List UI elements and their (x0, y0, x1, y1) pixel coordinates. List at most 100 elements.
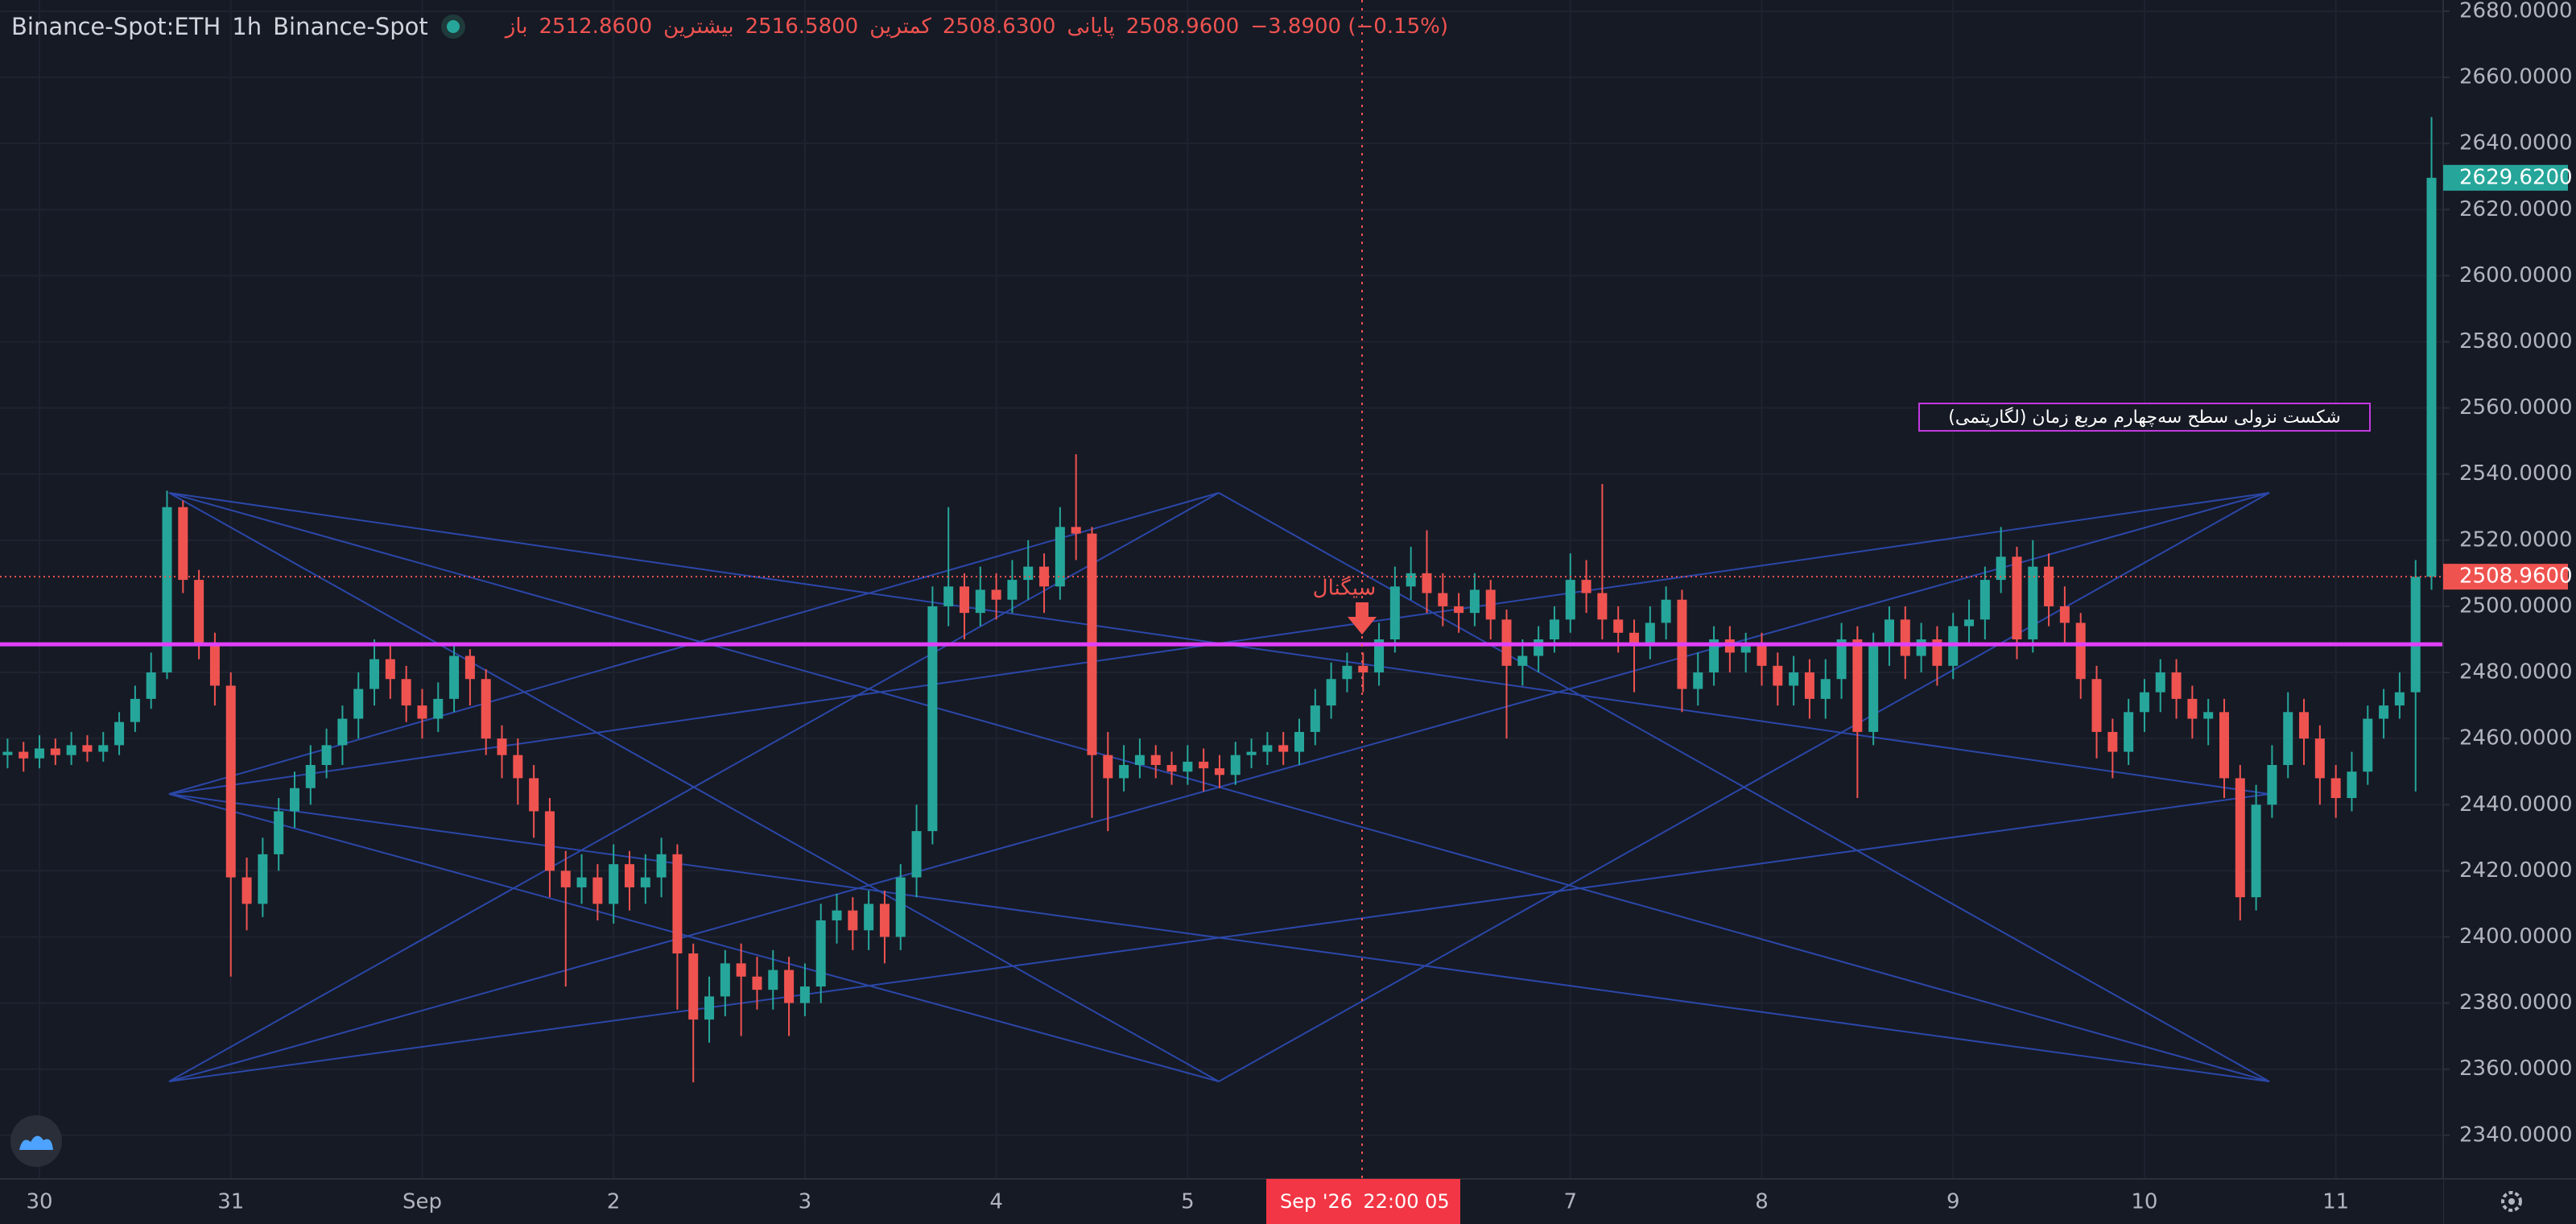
candle-body (2155, 672, 2165, 693)
price-axis (2443, 0, 2576, 1224)
candle-body (1454, 606, 1464, 614)
candle-body (1199, 761, 1209, 769)
candle-body (114, 722, 125, 746)
interval[interactable]: 1h (232, 13, 262, 40)
candle-body (369, 659, 380, 689)
y-tick-label: 2520.0000 (2459, 527, 2573, 552)
candle-body (2044, 566, 2054, 606)
time-axis (0, 1179, 2443, 1224)
candle-body (98, 745, 109, 752)
candle-body (1023, 566, 1034, 581)
candle-body (2139, 692, 2149, 713)
candle-body (2219, 712, 2229, 779)
candle-body (242, 877, 252, 904)
legend-value: 2516.5800 (745, 14, 859, 39)
y-tick-label: 2640.0000 (2459, 131, 2573, 155)
candle-body (1358, 665, 1368, 673)
candle-body (720, 963, 730, 997)
candle-body (321, 745, 332, 765)
x-tick-label: 9 (1946, 1190, 1960, 1214)
candle-body (1166, 764, 1177, 772)
candle-body (50, 748, 60, 755)
candle-body (497, 738, 507, 755)
candle-body (1916, 639, 1926, 656)
y-tick-label: 2540.0000 (2459, 461, 2573, 486)
candle-body (1278, 745, 1289, 752)
candle-body (2314, 738, 2325, 779)
candle-body (464, 655, 475, 680)
candle-body (130, 698, 140, 722)
x-tick-label: 4 (989, 1190, 1003, 1214)
candle-body (1230, 755, 1241, 775)
candle-body (895, 877, 906, 937)
candle-body (417, 705, 427, 719)
candle-body (848, 910, 858, 931)
candle-body (624, 864, 634, 887)
x-tick-label: 11 (2322, 1190, 2349, 1214)
y-tick-label: 2460.0000 (2459, 726, 2573, 751)
price-label-box (2443, 164, 2568, 191)
candle-body (1789, 672, 1799, 686)
y-tick-label: 2680.0000 (2459, 0, 2573, 23)
signal-arrow (1348, 602, 1377, 635)
candle-body (752, 976, 762, 990)
candle-body (178, 507, 188, 581)
status-dot (440, 14, 465, 39)
y-tick-label: 2340.0000 (2459, 1123, 2573, 1147)
y-tick-label: 2360.0000 (2459, 1057, 2573, 1081)
candle-body (305, 764, 316, 788)
price-label: 2629.6200 (2459, 165, 2573, 189)
candle-body (1884, 619, 1894, 647)
candle-body (656, 854, 667, 878)
annotation-box (1918, 403, 2371, 432)
candle-body (1326, 679, 1336, 706)
candle-body (225, 685, 236, 878)
candle-body (1246, 751, 1257, 755)
y-tick-label: 2560.0000 (2459, 395, 2573, 420)
candle-body (82, 745, 93, 752)
candle-body (209, 646, 220, 686)
candle-body (609, 864, 619, 904)
x-tick-label: 5 (1181, 1190, 1195, 1214)
candle-body (1150, 755, 1161, 765)
candle-body (162, 507, 172, 673)
candle-body (289, 788, 299, 812)
signal-label: سیگنال (1313, 576, 1377, 601)
candle-body (35, 748, 45, 759)
candle-body (1183, 761, 1193, 772)
candle-body (513, 755, 523, 779)
candle-body (1820, 679, 1831, 699)
candle-body (66, 745, 76, 755)
candle-body (879, 904, 890, 937)
x-tick-label: 30 (26, 1190, 52, 1214)
candle-body (2012, 556, 2022, 639)
candle-body (2283, 712, 2293, 765)
candle-body (1804, 672, 1814, 699)
candle-body (1294, 731, 1305, 752)
candle-body (1565, 580, 1575, 620)
candle-body (2426, 177, 2437, 577)
candle-body (704, 996, 715, 1020)
legend-label: بیشترین (663, 14, 734, 39)
candle-body (19, 751, 29, 759)
drawing-line (1218, 492, 2270, 1082)
candle-body (401, 679, 411, 706)
candle-body (1645, 622, 1655, 647)
change: −3.8900 (−0.15%) (1250, 14, 1449, 39)
candle-body (1214, 768, 1224, 775)
candle-body (576, 877, 587, 887)
x-tick-label: 3 (799, 1190, 812, 1214)
settings-icon[interactable] (2501, 1191, 2522, 1212)
candle-body (1549, 619, 1559, 639)
exchange: Binance-Spot (273, 13, 428, 40)
legend-value: 2508.9600 (1125, 14, 1240, 39)
candle-body (2299, 712, 2310, 739)
candle-body (960, 586, 969, 614)
candle-body (2267, 764, 2277, 805)
y-tick-label: 2400.0000 (2459, 924, 2573, 949)
candle-body (433, 698, 444, 719)
x-tick-label: 2 (607, 1190, 621, 1214)
symbol[interactable]: Binance-Spot:ETH (11, 13, 221, 40)
legend-value: 2512.8600 (539, 14, 653, 39)
